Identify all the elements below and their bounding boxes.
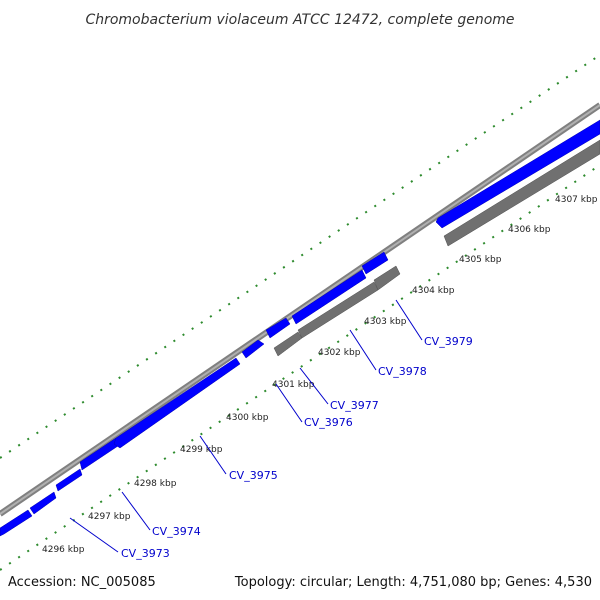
gene-label[interactable]: CV_3975 xyxy=(229,469,278,482)
gene-labels: CV_3973 CV_3974 CV_3975 CV_3976 CV_3977 … xyxy=(121,335,473,560)
gene-cds-reverse[interactable] xyxy=(373,265,401,291)
gene-cds-reverse[interactable] xyxy=(273,331,303,357)
gene-label[interactable]: CV_3974 xyxy=(152,525,201,538)
gene-cds-forward[interactable] xyxy=(265,317,291,339)
tick-label: 4298 kbp xyxy=(134,479,177,489)
outer-tick-ring xyxy=(0,54,600,459)
gene-label[interactable]: CV_3979 xyxy=(424,335,473,348)
tick-labels: 4296 kbp 4297 kbp 4298 kbp 4299 kbp 4300… xyxy=(42,195,598,555)
gene-cds-forward[interactable] xyxy=(291,269,367,325)
tick-label: 4306 kbp xyxy=(508,225,551,235)
map-title: Chromobacterium violaceum ATCC 12472, co… xyxy=(85,12,514,28)
tick-label: 4296 kbp xyxy=(42,545,85,555)
gene-cds-forward[interactable] xyxy=(241,339,265,359)
tick-label: 4301 kbp xyxy=(272,380,315,390)
gene-cds-forward[interactable] xyxy=(435,119,600,229)
backbone xyxy=(0,102,600,517)
gene-cds-reverse[interactable] xyxy=(443,139,600,247)
gene-label[interactable]: CV_3976 xyxy=(304,416,353,429)
gene-cds-forward[interactable] xyxy=(361,251,389,275)
gene-label-leaders xyxy=(69,299,423,553)
accession-text: Accession: NC_005085 xyxy=(8,575,156,590)
tick-label: 4297 kbp xyxy=(88,512,131,522)
forward-strand-genes xyxy=(0,119,600,537)
topology-text: Topology: circular; Length: 4,751,080 bp… xyxy=(234,575,592,590)
gene-cds-forward[interactable] xyxy=(55,468,83,492)
gene-cds-forward[interactable] xyxy=(0,509,33,537)
tick-label: 4305 kbp xyxy=(459,255,502,265)
gene-label[interactable]: CV_3977 xyxy=(330,399,379,412)
reverse-strand-genes xyxy=(273,139,600,357)
gene-cds-forward[interactable] xyxy=(29,491,57,515)
tick-label: 4304 kbp xyxy=(412,286,455,296)
gene-cds-forward[interactable] xyxy=(113,357,241,449)
tick-label: 4302 kbp xyxy=(318,348,361,358)
tick-label: 4299 kbp xyxy=(180,445,223,455)
tick-label: 4307 kbp xyxy=(555,195,598,205)
gene-label[interactable]: CV_3978 xyxy=(378,365,427,378)
tick-label: 4300 kbp xyxy=(226,413,269,423)
gene-label[interactable]: CV_3973 xyxy=(121,547,170,560)
tick-label: 4303 kbp xyxy=(364,317,407,327)
